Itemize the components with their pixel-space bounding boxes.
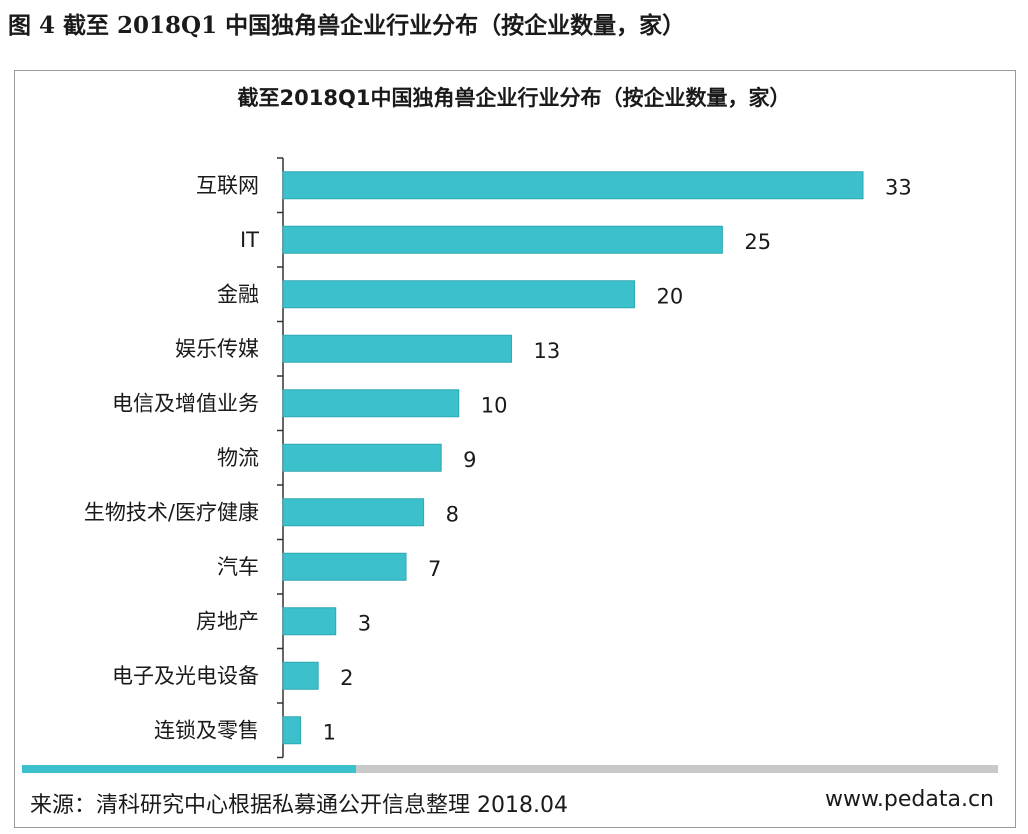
category-label: 房地产 <box>196 609 259 633</box>
bar <box>282 498 425 527</box>
category-label: 娱乐传媒 <box>175 337 259 361</box>
source-note: 来源：清科研究中心根据私募通公开信息整理 2018.04 <box>30 793 568 818</box>
data-label: 20 <box>657 284 684 308</box>
category-label: 电子及光电设备 <box>112 664 259 688</box>
figure-caption: 图 4 截至 2018Q1 中国独角兽企业行业分布（按企业数量，家） <box>8 12 686 39</box>
category-label: 生物技术/医疗健康 <box>84 500 259 524</box>
bar <box>282 607 337 636</box>
footer-divider <box>22 765 998 773</box>
chart-frame <box>14 70 1016 828</box>
category-label: 物流 <box>217 446 259 470</box>
category-label: IT <box>240 228 259 252</box>
bar <box>282 443 442 472</box>
bar <box>282 389 460 418</box>
bar <box>282 552 407 581</box>
bar <box>282 280 636 309</box>
category-label: 连锁及零售 <box>154 718 259 742</box>
data-label: 10 <box>481 393 508 417</box>
category-label: 汽车 <box>217 555 259 579</box>
category-label: 电信及增值业务 <box>112 391 259 415</box>
bar <box>282 171 864 200</box>
category-label: 金融 <box>217 282 259 306</box>
data-label: 2 <box>340 666 353 690</box>
bar <box>282 716 302 745</box>
footer-divider-accent <box>22 765 356 773</box>
data-label: 7 <box>428 557 441 581</box>
data-label: 33 <box>885 175 912 199</box>
data-label: 8 <box>446 502 459 526</box>
data-label: 13 <box>533 339 560 363</box>
site-url: www.pedata.cn <box>824 787 994 812</box>
data-label: 9 <box>463 448 476 472</box>
data-label: 3 <box>358 611 371 635</box>
bar <box>282 661 319 690</box>
chart-title: 截至2018Q1中国独角兽企业行业分布（按企业数量，家） <box>237 86 791 110</box>
data-label: 25 <box>744 230 771 254</box>
bar <box>282 225 723 254</box>
bar <box>282 334 512 363</box>
category-label: 互联网 <box>196 173 259 197</box>
data-label: 1 <box>323 720 336 744</box>
